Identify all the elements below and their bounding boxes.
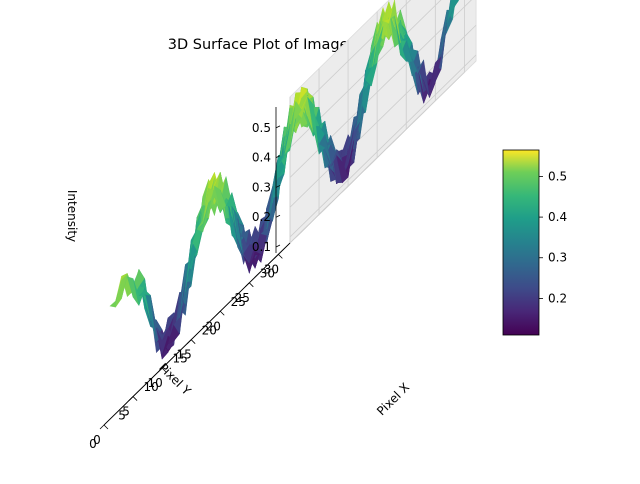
x-tick-label: 25	[235, 291, 250, 305]
z-tick	[275, 244, 281, 248]
y-tick	[219, 310, 225, 316]
y-tick-label: 0	[89, 437, 97, 451]
y-tick-label: 10	[143, 380, 158, 394]
z-tick-label: 0.1	[252, 240, 271, 254]
grid-line	[289, 24, 477, 208]
z-tick-label: 0.4	[252, 151, 271, 165]
surface-patch	[144, 289, 157, 343]
z-axis: 0.1 0.2 0.3 0.4 0.5	[252, 107, 281, 254]
y-tick-label: 30	[260, 266, 275, 280]
y-tick	[190, 339, 196, 344]
colorbar-tick-label: 0.5	[548, 169, 567, 183]
z-tick-label: 0.5	[252, 121, 271, 135]
y-tick-label: 15	[173, 352, 188, 366]
colorbar-tick-label: 0.2	[548, 291, 567, 305]
y-tick	[278, 254, 283, 259]
y-axis-line	[103, 242, 291, 426]
y-axis: 0 5 10 15 20 25 30	[89, 242, 291, 451]
surface-patch	[284, 118, 296, 156]
x-tick	[99, 424, 105, 430]
x-tick-label: 5	[122, 405, 130, 419]
grid-line	[278, 72, 465, 255]
y-tick	[132, 396, 138, 401]
y-tick	[161, 367, 167, 373]
z-axis-label: Intensity	[65, 190, 79, 242]
z-tick	[275, 125, 281, 129]
z-tick-label: 0.3	[252, 180, 271, 194]
x-tick-label: 20	[206, 319, 221, 333]
x-axis-label: Pixel X	[374, 380, 412, 418]
y-tick	[249, 282, 254, 288]
x-tick-label: 30	[264, 262, 279, 276]
grid-line	[289, 54, 477, 238]
z-tick-label: 0.2	[252, 210, 271, 224]
z-tick	[275, 214, 281, 218]
colorbar-tick-label: 0.3	[548, 251, 567, 265]
y-tick-label: 20	[202, 323, 217, 337]
x-tick-label: 10	[147, 376, 162, 390]
colorbar-gradient	[502, 149, 540, 336]
y-tick-label: 25	[231, 295, 246, 309]
grid-line	[289, 0, 442, 148]
z-tick	[275, 155, 281, 159]
surface	[109, 0, 459, 360]
z-tick	[275, 185, 281, 188]
x-tick-label: 15	[177, 348, 192, 362]
colorbar-ticks: 0.2 0.3 0.4 0.5	[539, 169, 567, 305]
colorbar: 0.2 0.3 0.4 0.5	[502, 149, 567, 336]
y-tick	[103, 424, 109, 430]
colorbar-tick-label: 0.4	[548, 210, 567, 224]
x-tick-label: 0	[93, 433, 101, 447]
y-tick-label: 5	[118, 409, 126, 423]
